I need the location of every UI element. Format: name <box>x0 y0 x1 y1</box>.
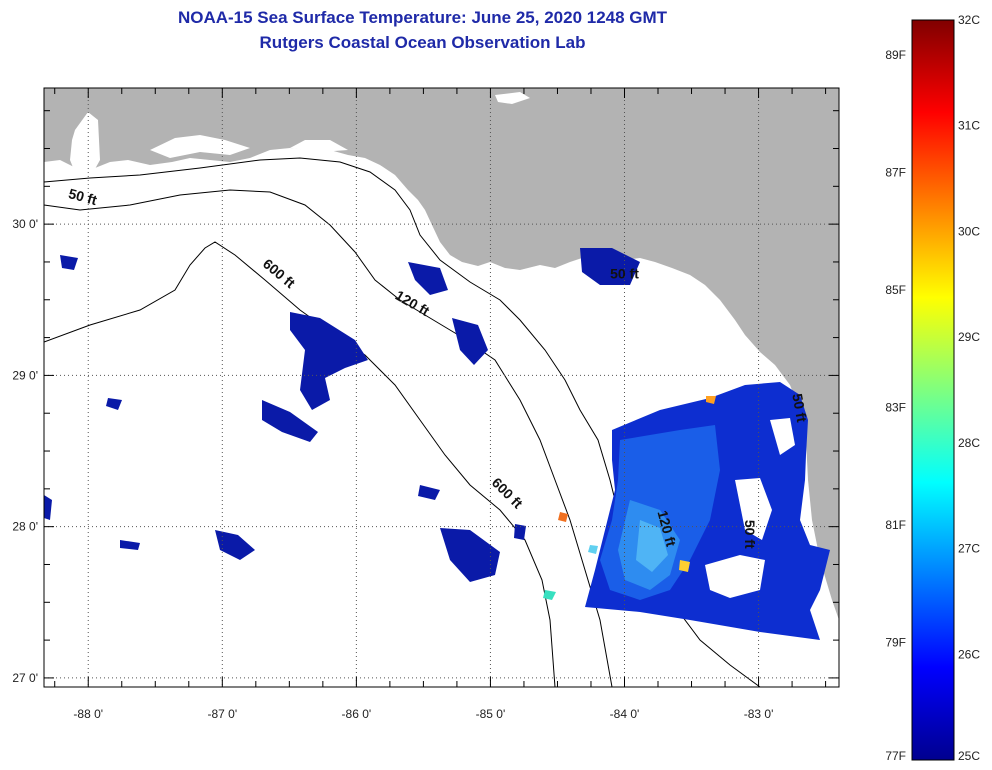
bay-area <box>290 140 348 152</box>
contour-label: 50 ft <box>610 266 639 282</box>
longitude-label: -86 0' <box>342 707 372 721</box>
longitude-labels: -88 0' -87 0' -86 0' -85 0' -84 0' -83 0' <box>73 707 773 721</box>
latitude-label: 30 0' <box>12 217 38 231</box>
colorbar-celsius-label: 26C <box>958 647 980 661</box>
contour-120ft <box>44 189 613 687</box>
latitude-label: 27 0' <box>12 671 38 685</box>
contour-label: 50 ft <box>67 185 99 208</box>
colorbar-fahrenheit-label: 87F <box>885 166 906 180</box>
bay-area <box>70 112 100 180</box>
latitude-label: 28 0' <box>12 520 38 534</box>
contour-label: 50 ft <box>789 392 810 423</box>
longitude-label: -85 0' <box>476 707 506 721</box>
longitude-label: -87 0' <box>207 707 237 721</box>
colorbar-fahrenheit-label: 85F <box>885 283 906 297</box>
longitude-label: -88 0' <box>73 707 103 721</box>
map-frame <box>43 87 840 688</box>
latitude-labels: 30 0' 29 0' 28 0' 27 0' <box>12 217 38 685</box>
colorbar-fahrenheit-label: 83F <box>885 401 906 415</box>
longitude-label: -84 0' <box>610 707 640 721</box>
colorbar-celsius-label: 32C <box>958 13 980 27</box>
graticule <box>44 88 839 687</box>
colorbar-fahrenheit-label: 79F <box>885 636 906 650</box>
bay-area <box>150 135 250 158</box>
axis-ticks <box>44 88 839 687</box>
colorbar-celsius-label: 30C <box>958 224 980 238</box>
map-title: NOAA-15 Sea Surface Temperature: June 25… <box>177 8 668 27</box>
colorbar-fahrenheit-label: 81F <box>885 518 906 532</box>
colorbar-fahrenheit-labels: 89F 87F 85F 83F 81F 79F 77F <box>885 48 906 763</box>
colorbar-celsius-label: 25C <box>958 749 980 763</box>
colorbar-fahrenheit-label: 89F <box>885 48 906 62</box>
colorbar-celsius-label: 28C <box>958 436 980 450</box>
sst-data-patches <box>44 248 830 640</box>
longitude-label: -83 0' <box>744 707 774 721</box>
bay-area <box>495 92 530 104</box>
colorbar-celsius-label: 31C <box>958 119 980 133</box>
map-subtitle: Rutgers Coastal Ocean Observation Lab <box>259 33 586 52</box>
latitude-label: 29 0' <box>12 368 38 382</box>
land-mass <box>44 88 839 620</box>
colorbar <box>911 19 955 761</box>
colorbar-celsius-label: 29C <box>958 330 980 344</box>
colorbar-celsius-labels: 32C 31C 30C 29C 28C 27C 26C 25C <box>958 13 980 763</box>
colorbar-fahrenheit-label: 77F <box>885 749 906 763</box>
colorbar-celsius-label: 27C <box>958 542 980 556</box>
contour-label: 50 ft <box>742 520 758 549</box>
